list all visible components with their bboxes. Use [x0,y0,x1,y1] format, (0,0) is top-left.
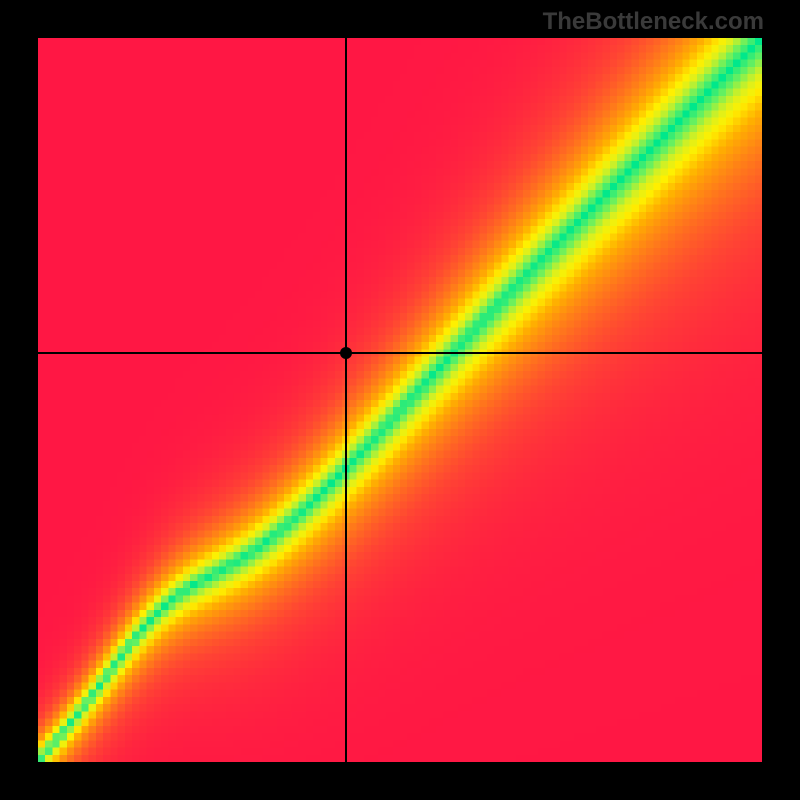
crosshair-horizontal [38,352,762,354]
bottleneck-heatmap [38,38,762,762]
crosshair-vertical [345,38,347,762]
marker-point [340,347,352,359]
watermark-text: TheBottleneck.com [543,8,764,36]
chart-stage: { "watermark": { "text": "TheBottleneck.… [0,0,800,800]
